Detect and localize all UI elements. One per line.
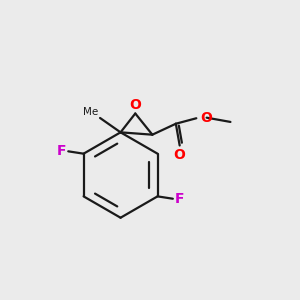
Text: O: O <box>129 98 141 112</box>
Text: F: F <box>175 192 184 206</box>
Text: O: O <box>200 111 212 125</box>
Text: Me: Me <box>83 107 98 117</box>
Text: F: F <box>57 144 66 158</box>
Text: O: O <box>174 148 186 162</box>
